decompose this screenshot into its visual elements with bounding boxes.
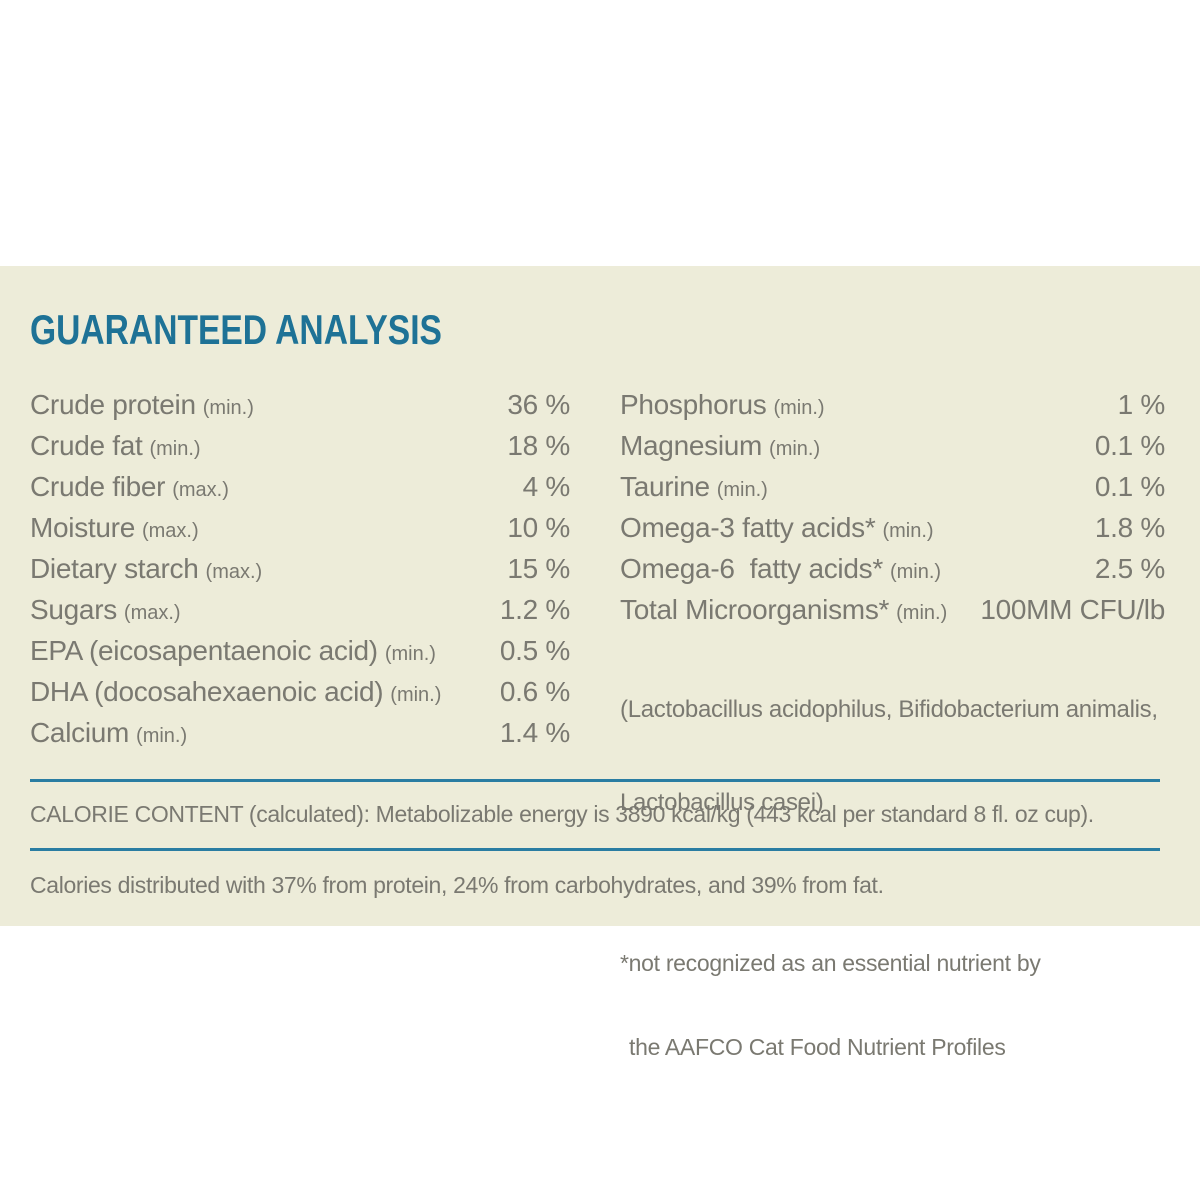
nutrient-qualifier: (min.): [896, 602, 948, 624]
nutrient-qualifier: (min.): [769, 438, 821, 460]
nutrient-value: 0.1 %: [1094, 430, 1165, 461]
nutrient-label: Omega-6 fatty acids*: [620, 553, 883, 584]
nutrient-row-sugars: Sugars (max.) 1.2 %: [30, 589, 570, 630]
nutrient-row-dha: DHA (docosahexaenoic acid) (min.) 0.6 %: [30, 671, 570, 712]
nutrient-row-omega-3: Omega-3 fatty acids* (min.) 1.8 %: [620, 507, 1165, 548]
nutrient-value: 1.8 %: [1094, 512, 1165, 543]
nutrient-row-epa: EPA (eicosapentaenoic acid) (min.) 0.5 %: [30, 630, 570, 671]
nutrient-row-crude-fiber: Crude fiber (max.) 4 %: [30, 466, 570, 507]
nutrient-label: DHA (docosahexaenoic acid): [30, 676, 384, 707]
calorie-content-line: CALORIE CONTENT (calculated): Metaboliza…: [30, 801, 1094, 827]
nutrient-qualifier: (min.): [149, 438, 201, 460]
nutrient-label: Total Microorganisms*: [620, 594, 890, 625]
page-title: GUARANTEED ANALYSIS: [30, 306, 442, 353]
nutrient-value: 0.1 %: [1094, 471, 1165, 502]
nutrient-qualifier: (min.): [889, 561, 942, 583]
nutrient-column-left: Crude protein (min.) 36 % Crude fat (min.)…: [30, 384, 570, 1117]
nutrient-row-calcium: Calcium (min.) 1.4 %: [30, 712, 570, 753]
nutrient-row-dietary-starch: Dietary starch (max.) 15 %: [30, 548, 570, 589]
nutrient-qualifier: (min.): [716, 479, 768, 501]
nutrient-value: 1 %: [1117, 389, 1166, 420]
divider-rule-bottom: [30, 848, 1160, 851]
nutrient-qualifier: (max.): [141, 520, 199, 542]
nutrient-value: 0.5 %: [499, 635, 570, 666]
nutrient-row-magnesium: Magnesium (min.) 0.1 %: [620, 425, 1165, 466]
nutrient-qualifier: (min.): [136, 725, 188, 747]
footnote-line2: the AAFCO Cat Food Nutrient Profiles: [629, 1034, 1006, 1060]
nutrient-qualifier: (max.): [172, 479, 229, 501]
guaranteed-analysis-panel: GUARANTEED ANALYSIS Crude protein (min.) …: [0, 266, 1200, 1060]
nutrient-label: Moisture: [30, 512, 135, 543]
nutrient-label: Phosphorus: [620, 389, 767, 420]
nutrient-value: 2.5 %: [1094, 553, 1165, 584]
nutrient-value: 1.2 %: [499, 594, 570, 625]
nutrient-value: 18 %: [507, 430, 570, 461]
nutrient-row-crude-protein: Crude protein (min.) 36 %: [30, 384, 570, 425]
nutrient-label: Crude protein: [30, 389, 196, 420]
nutrient-label: Crude fiber: [30, 471, 166, 502]
nutrient-label: Dietary starch: [30, 553, 199, 584]
nutrient-value: 10 %: [507, 512, 570, 543]
nutrient-qualifier: (min.): [384, 643, 436, 665]
nutrient-label: Crude fat: [30, 430, 143, 461]
footnote-line1: *not recognized as an essential nutrient…: [620, 950, 1041, 976]
nutrient-value: 15 %: [507, 553, 570, 584]
nutrient-label: Omega-3 fatty acids*: [620, 512, 876, 543]
nutrient-row-phosphorus: Phosphorus (min.) 1 %: [620, 384, 1165, 425]
nutrient-label: Sugars: [30, 594, 117, 625]
nutrient-qualifier: (min.): [390, 684, 442, 706]
nutrient-value: 1.4 %: [499, 717, 570, 748]
nutrient-value: 100MM CFU/lb: [980, 594, 1165, 625]
nutrient-label: Magnesium: [620, 430, 763, 461]
nutrient-qualifier: (min.): [202, 397, 254, 419]
nutrient-row-crude-fat: Crude fat (min.) 18 %: [30, 425, 570, 466]
nutrient-label: Calcium: [30, 717, 130, 748]
nutrient-table: Crude protein (min.) 36 % Crude fat (min.)…: [30, 384, 1165, 1117]
nutrient-qualifier: (min.): [773, 397, 825, 419]
nutrient-qualifier: (max.): [123, 602, 181, 624]
nutrient-qualifier: (min.): [882, 520, 934, 542]
species-note-line2: Lactobacillus casei): [620, 789, 824, 816]
nutrient-label: EPA (eicosapentaenoic acid): [30, 635, 378, 666]
microorganisms-species-note: (Lactobacillus acidophilus, Bifidobacter…: [620, 632, 1165, 880]
calorie-distribution-line: Calories distributed with 37% from prote…: [30, 872, 884, 898]
nutrient-value: 36 %: [507, 389, 570, 420]
nutrient-row-taurine: Taurine (min.) 0.1 %: [620, 466, 1165, 507]
nutrient-qualifier: (max.): [205, 561, 263, 583]
nutrient-label: Taurine: [620, 471, 710, 502]
nutrient-row-omega-6: Omega-6 fatty acids* (min.) 2.5 %: [620, 548, 1165, 589]
nutrient-value: 0.6 %: [499, 676, 570, 707]
nutrient-value: 4 %: [522, 471, 571, 502]
nutrient-column-right: Phosphorus (min.) 1 % Magnesium (min.) 0.1…: [620, 384, 1165, 1117]
nutrient-row-moisture: Moisture (max.) 10 %: [30, 507, 570, 548]
essential-nutrient-footnote: *not recognized as an essential nutrient…: [620, 893, 1165, 1117]
species-note-line1: (Lactobacillus acidophilus, Bifidobacter…: [620, 696, 1158, 723]
nutrient-row-total-microorganisms: Total Microorganisms* (min.) 100MM CFU/lb: [620, 589, 1165, 630]
divider-rule-top: [30, 779, 1160, 782]
